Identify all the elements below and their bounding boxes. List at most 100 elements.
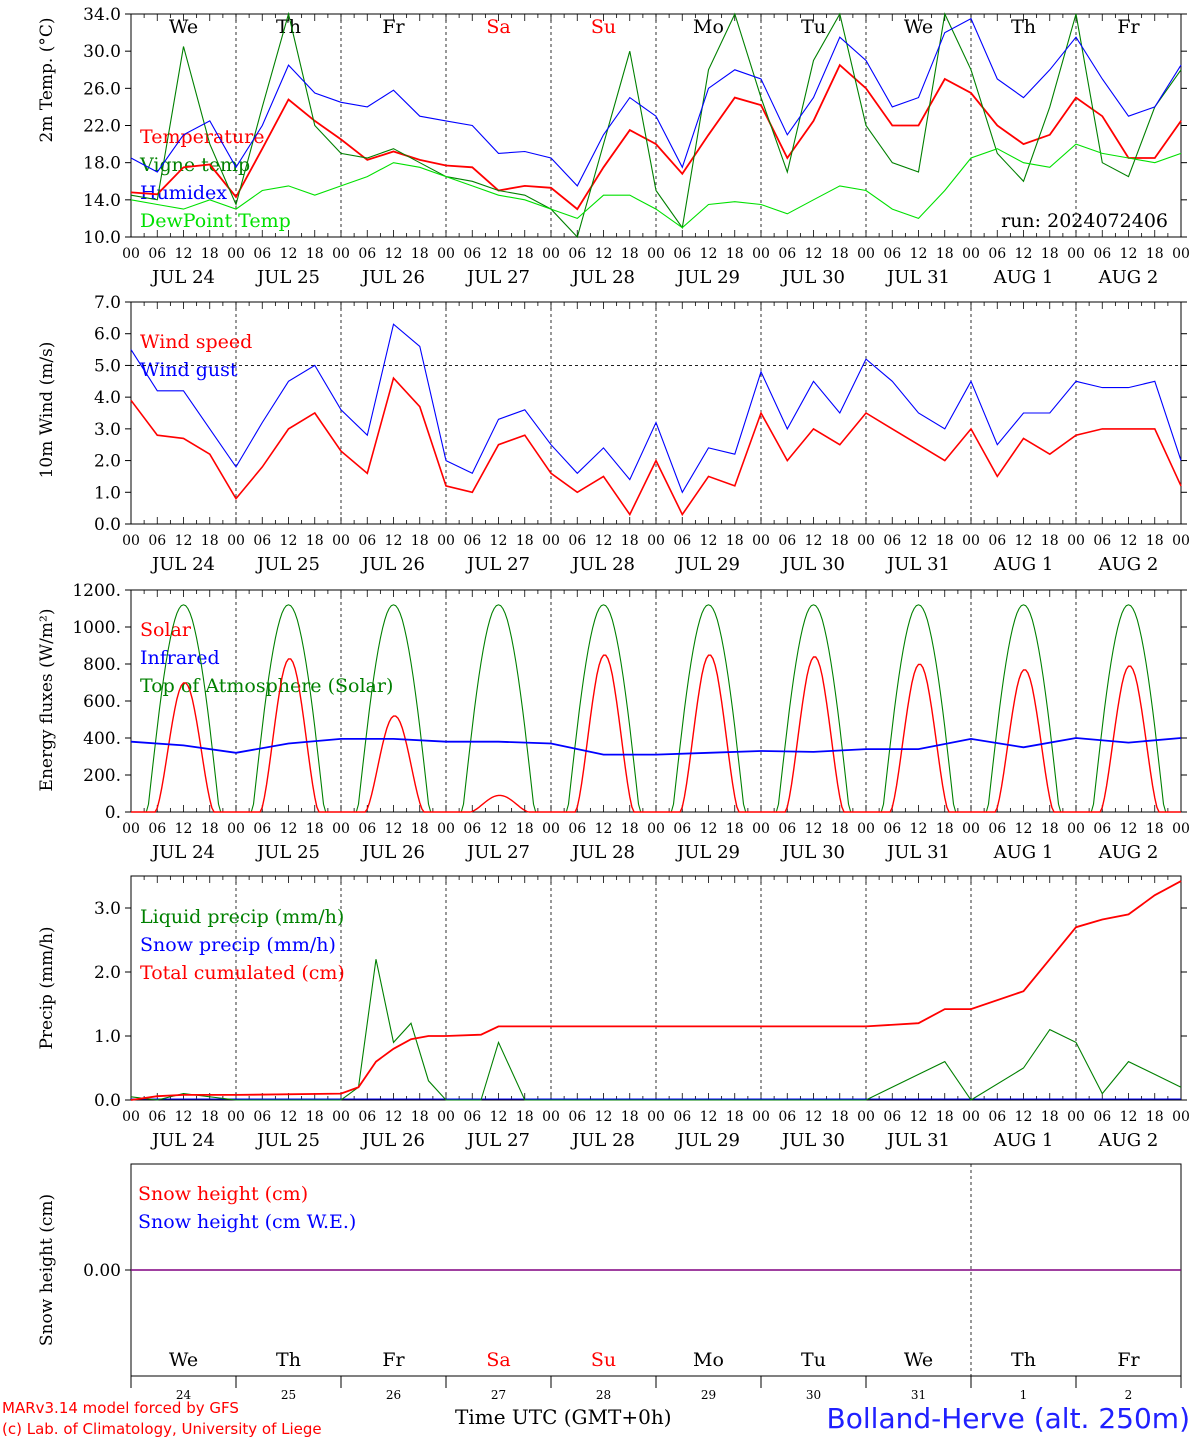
x-date-label: AUG 1 [993, 554, 1054, 575]
y-tick-label: 200. [83, 766, 121, 786]
x-date-label: JUL 31 [885, 554, 950, 575]
x-date-label: JUL 30 [780, 842, 845, 863]
x-hour-label: 12 [805, 533, 823, 549]
x-date-label: JUL 29 [675, 1130, 740, 1151]
weekday-label: Th [276, 16, 301, 38]
day-number-label: 2 [1125, 1388, 1133, 1402]
footer: MARv3.14 model forced by GFS (c) Lab. of… [2, 1399, 1190, 1438]
x-hour-label: 18 [831, 246, 849, 262]
legend-entry: Snow height (cm W.E.) [138, 1211, 356, 1233]
day-number-label: 1 [1020, 1388, 1028, 1402]
x-hour-label: 06 [778, 1109, 796, 1125]
temperature-panel: 34.0 30.0 26.0 22.0 18.0 14.0 10.0 2m Temp. (°C… [37, 5, 1190, 288]
x-hour-label: 18 [936, 533, 954, 549]
x-hour-label: 12 [1015, 1109, 1033, 1125]
x-hour-label: 06 [463, 246, 481, 262]
x-hour-label: 00 [752, 1109, 770, 1125]
y-tick-label: 5.0 [94, 356, 121, 376]
x-hour-label: 06 [358, 821, 376, 837]
weekday-label: We [169, 1349, 198, 1371]
x-hour-label: 12 [175, 246, 193, 262]
x-hour-label: 06 [148, 246, 166, 262]
station-name: Bolland-Herve (alt. 250m) [827, 1402, 1190, 1435]
legend-entry: Vigne temp [139, 154, 250, 176]
x-hour-label: 06 [778, 246, 796, 262]
y-tick-label: 0.00 [83, 1261, 121, 1281]
series-line [130, 11, 1182, 239]
weekday-label: Tu [801, 1349, 826, 1371]
x-hour-label: 06 [1093, 246, 1111, 262]
energy-panel: 1200. 1000. 800. 600. 400. 200. 0. Energy fluxe… [37, 581, 1190, 863]
x-hour-label: 06 [988, 821, 1006, 837]
x-hour-label: 06 [778, 821, 796, 837]
x-hour-label: 00 [542, 1109, 560, 1125]
weekday-label: Th [1011, 1349, 1036, 1371]
x-hour-label: 00 [227, 1109, 245, 1125]
x-hour-label: 06 [568, 533, 586, 549]
series-line [130, 17, 1182, 187]
x-hour-label: 06 [673, 533, 691, 549]
x-hour-label: 00 [962, 821, 980, 837]
x-hour-label: 18 [306, 1109, 324, 1125]
x-hour-label: 18 [1146, 1109, 1164, 1125]
snow-panel: 0.00 Snow height (cm) Snow height (cm) Snow… [37, 1163, 1182, 1402]
weekday-label: We [904, 1349, 933, 1371]
legend-entry: Solar [140, 619, 192, 641]
y-tick-label: 3.0 [94, 420, 121, 440]
y-tick-label: 600. [83, 692, 121, 712]
weekday-label: Fr [1117, 16, 1140, 38]
x-hour-label: 12 [595, 246, 613, 262]
x-hour-label: 06 [988, 533, 1006, 549]
x-hour-label: 00 [1067, 821, 1085, 837]
x-hour-label: 06 [673, 246, 691, 262]
x-hour-label: 00 [647, 821, 665, 837]
x-hour-label: 06 [358, 246, 376, 262]
x-date-label: JUL 30 [780, 267, 845, 288]
legend-entry: Snow height (cm) [138, 1183, 308, 1205]
weekday-label: We [169, 16, 198, 38]
x-date-label: JUL 25 [255, 554, 320, 575]
legend-entry: Humidex [140, 182, 227, 204]
x-hour-label: 12 [910, 246, 928, 262]
x-hour-label: 06 [148, 1109, 166, 1125]
x-hour-label: 06 [253, 246, 271, 262]
x-hour-label: 00 [122, 1109, 140, 1125]
x-hour-label: 12 [280, 821, 298, 837]
x-hour-label: 18 [411, 1109, 429, 1125]
day-number-label: 28 [596, 1388, 611, 1402]
x-hour-label: 00 [122, 246, 140, 262]
infrared-line [130, 737, 1182, 756]
x-hour-label: 18 [831, 533, 849, 549]
weekday-label: Su [591, 16, 616, 38]
x-hour-label: 12 [805, 246, 823, 262]
x-hour-label: 18 [201, 821, 219, 837]
x-hour-label: 00 [542, 246, 560, 262]
x-hour-label: 06 [568, 1109, 586, 1125]
y-tick-label: 22.0 [83, 117, 121, 137]
x-hour-label: 06 [148, 821, 166, 837]
weekday-label: Fr [382, 16, 405, 38]
x-date-label: JUL 28 [570, 1130, 635, 1151]
y-tick-label: 4.0 [94, 388, 121, 408]
lab-credit: (c) Lab. of Climatology, University of L… [2, 1420, 322, 1438]
x-date-label: JUL 28 [570, 554, 635, 575]
x-hour-label: 12 [595, 1109, 613, 1125]
x-hour-label: 06 [463, 1109, 481, 1125]
x-hour-label: 18 [621, 821, 639, 837]
x-hour-label: 00 [1067, 246, 1085, 262]
x-hour-label: 00 [227, 246, 245, 262]
x-hour-label: 00 [1067, 1109, 1085, 1125]
plot-frame [130, 13, 1182, 238]
y-tick-label: 7.0 [94, 293, 121, 313]
day-number-label: 24 [176, 1388, 192, 1402]
legend-entry: DewPoint Temp [140, 210, 291, 232]
x-hour-label: 00 [857, 246, 875, 262]
y-tick-label: 1200. [72, 581, 121, 601]
x-date-label: JUL 27 [465, 842, 530, 863]
y-tick-label: 0. [105, 803, 121, 823]
x-date-label: JUL 26 [360, 554, 425, 575]
y-tick-label: 18.0 [83, 154, 121, 174]
x-hour-label: 00 [437, 533, 455, 549]
x-hour-label: 00 [332, 533, 350, 549]
x-hour-label: 00 [332, 1109, 350, 1125]
